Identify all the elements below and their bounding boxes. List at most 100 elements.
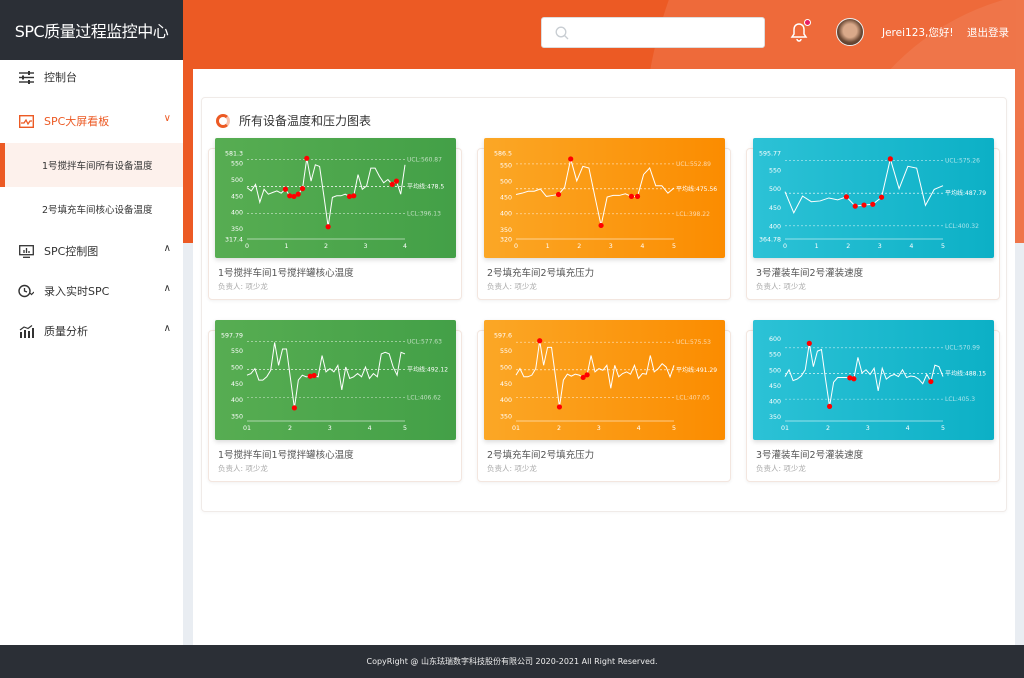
chart-owner: 负责人: 项少龙 <box>487 464 537 473</box>
y-tick-label: 450 <box>231 193 243 200</box>
y-tick-label: 450 <box>231 381 243 388</box>
spc-chart[interactable]: 595.77 550 500 450 400 364.78 0 1 2 3 4 5 UCL:575.26… <box>753 138 994 258</box>
alarm-point <box>887 156 893 162</box>
section-title: 所有设备温度和压力图表 <box>239 114 372 128</box>
alarm-point <box>307 373 313 379</box>
chart-svg: 581.3 550 500 450 400 350 317.40 1 2 3 4 UCL:560.87… <box>225 151 444 251</box>
y-tick-label: 400 <box>231 397 243 404</box>
bar-analysis-icon <box>18 324 34 338</box>
alarm-point <box>287 193 293 199</box>
x-tick-label: 5 <box>672 243 676 250</box>
chart-title: 1号搅拌车间1号搅拌罐核心温度 <box>218 450 354 461</box>
spc-chart[interactable]: 581.3 550 500 450 400 350 317.4 0 1 2 3 4 UCL:560.87… <box>215 138 456 258</box>
x-tick-label: 2 <box>826 425 830 432</box>
sidebar: SPC质量过程监控中心 控制台 SPC大屏看板 ∨ 1号搅拌车间所有设备温度 2… <box>0 0 183 645</box>
sidebar-item-label: 录入实时SPC <box>44 285 110 298</box>
spc-chart[interactable]: 597.6 550 500 450 400 350 01 2 3 4 5 UCL:575.53 平均线:… <box>484 320 725 440</box>
alarm-point <box>282 186 289 192</box>
alarm-point <box>311 372 317 379</box>
y-tick-label: 400 <box>769 223 781 230</box>
alarm-point <box>325 224 331 230</box>
alarm-point <box>555 191 562 198</box>
y-tick-label: 500 <box>500 178 512 185</box>
chart-owner: 负责人: 项少龙 <box>218 464 268 473</box>
search-input[interactable] <box>541 17 765 48</box>
y-tick-label: 500 <box>769 186 781 193</box>
x-tick-label: 01 <box>243 425 251 432</box>
alarm-point <box>806 340 812 346</box>
y-tick-label: 500 <box>231 365 243 372</box>
chart-title: 1号搅拌车间1号搅拌罐核心温度 <box>218 268 354 279</box>
alarm-point <box>537 338 543 344</box>
dashboard-chart-icon <box>18 114 34 128</box>
y-tick-label: 500 <box>769 367 781 374</box>
alarm-point <box>346 193 353 200</box>
spc-chart[interactable]: 586.5 550 500 450 400 350 320 0 1 2 3 4 5 UCL:552.89 平… <box>484 138 725 258</box>
lcl-line-label: LCL:396.13 <box>407 210 441 217</box>
ring-icon <box>216 113 230 128</box>
sliders-icon <box>18 70 34 84</box>
notification-badge <box>804 19 811 26</box>
alarm-point <box>393 178 400 184</box>
y-tick-label: 317.4 <box>225 237 243 244</box>
sidebar-item-label: 质量分析 <box>44 325 88 338</box>
alarm-point <box>628 193 635 200</box>
y-tick-label: 550 <box>769 352 781 359</box>
sidebar-item-spc-dashboard[interactable]: SPC大屏看板 ∨ <box>0 99 183 143</box>
avatar[interactable] <box>836 18 864 46</box>
sidebar-item-label: SPC大屏看板 <box>44 115 110 128</box>
x-tick-label: 4 <box>640 243 644 250</box>
sidebar-item-realtime-input[interactable]: 录入实时SPC ∧ <box>0 271 183 311</box>
y-tick-label: 600 <box>769 336 781 343</box>
alarm-point <box>870 201 876 207</box>
copyright-text: CopyRight @ 山东珐瑞数字科技股份有限公司 2020-2021 All… <box>366 657 658 666</box>
data-line <box>515 158 675 226</box>
alarm-point <box>826 403 833 410</box>
chevron-down-icon: ∨ <box>163 113 171 124</box>
x-tick-label: 01 <box>512 425 520 432</box>
spc-chart[interactable]: 600 550 500 450 400 350 01 2 3 4 5 UCL:570.99 平均线:48… <box>753 320 994 440</box>
sidebar-item-spc-control-chart[interactable]: SPC控制图 ∧ <box>0 231 183 271</box>
y-tick-label: 400 <box>231 210 243 217</box>
chevron-up-icon: ∧ <box>163 283 171 294</box>
x-tick-label: 5 <box>403 425 407 432</box>
y-tick-label: 320 <box>500 237 512 244</box>
chart-owner: 负责人: 项少龙 <box>756 464 806 473</box>
alarm-point <box>304 155 310 161</box>
footer: CopyRight @ 山东珐瑞数字科技股份有限公司 2020-2021 All… <box>0 645 1024 678</box>
x-tick-label: 1 <box>284 243 288 250</box>
x-tick-label: 2 <box>324 243 328 250</box>
alarm-point <box>556 404 563 410</box>
app-title: SPC质量过程监控中心 <box>0 0 183 60</box>
lcl-line-label: LCL:405.3 <box>945 396 975 403</box>
alarm-point <box>295 191 301 197</box>
lcl-line-label: LCL:406.62 <box>407 395 441 402</box>
y-tick-label: 597.79 <box>221 333 243 340</box>
spc-chart[interactable]: 597.79 550 500 450 400 350 01 2 3 4 5 UCL:577.63 平均线… <box>215 320 456 440</box>
x-tick-label: 4 <box>909 243 913 250</box>
x-tick-label: 4 <box>637 425 641 432</box>
sidebar-subitem-filling-temp[interactable]: 2号填充车间核心设备温度 <box>42 205 153 216</box>
x-tick-label: 5 <box>941 425 945 432</box>
sidebar-item-quality-analysis[interactable]: 质量分析 ∧ <box>0 311 183 351</box>
logout-link[interactable]: 退出登录 <box>967 27 1009 39</box>
x-tick-label: 3 <box>878 243 882 250</box>
y-tick-label: 364.78 <box>759 237 781 244</box>
y-tick-label: 500 <box>231 177 243 184</box>
alarm-point <box>843 194 850 200</box>
sidebar-subitem-mixing-temp[interactable]: 1号搅拌车间所有设备温度 <box>0 143 183 187</box>
chart-svg: 595.77 550 500 450 400 364.780 1 2 3 4 5 UCL:575.26… <box>759 151 986 251</box>
x-tick-label: 2 <box>577 243 581 250</box>
x-tick-label: 4 <box>906 425 910 432</box>
ucl-line-label: UCL:575.26 <box>945 158 980 165</box>
main-content: 所有设备温度和压力图表 581.3 550 500 450 400 350 317.4 0 1 2… <box>193 69 1015 645</box>
y-tick-label: 550 <box>500 162 512 169</box>
y-tick-label: 595.77 <box>759 151 781 158</box>
y-tick-label: 550 <box>769 168 781 175</box>
sidebar-item-console[interactable]: 控制台 <box>0 55 183 99</box>
notification-button[interactable] <box>790 19 811 45</box>
data-line <box>246 158 406 227</box>
lcl-line-label: LCL:398.22 <box>676 211 710 218</box>
